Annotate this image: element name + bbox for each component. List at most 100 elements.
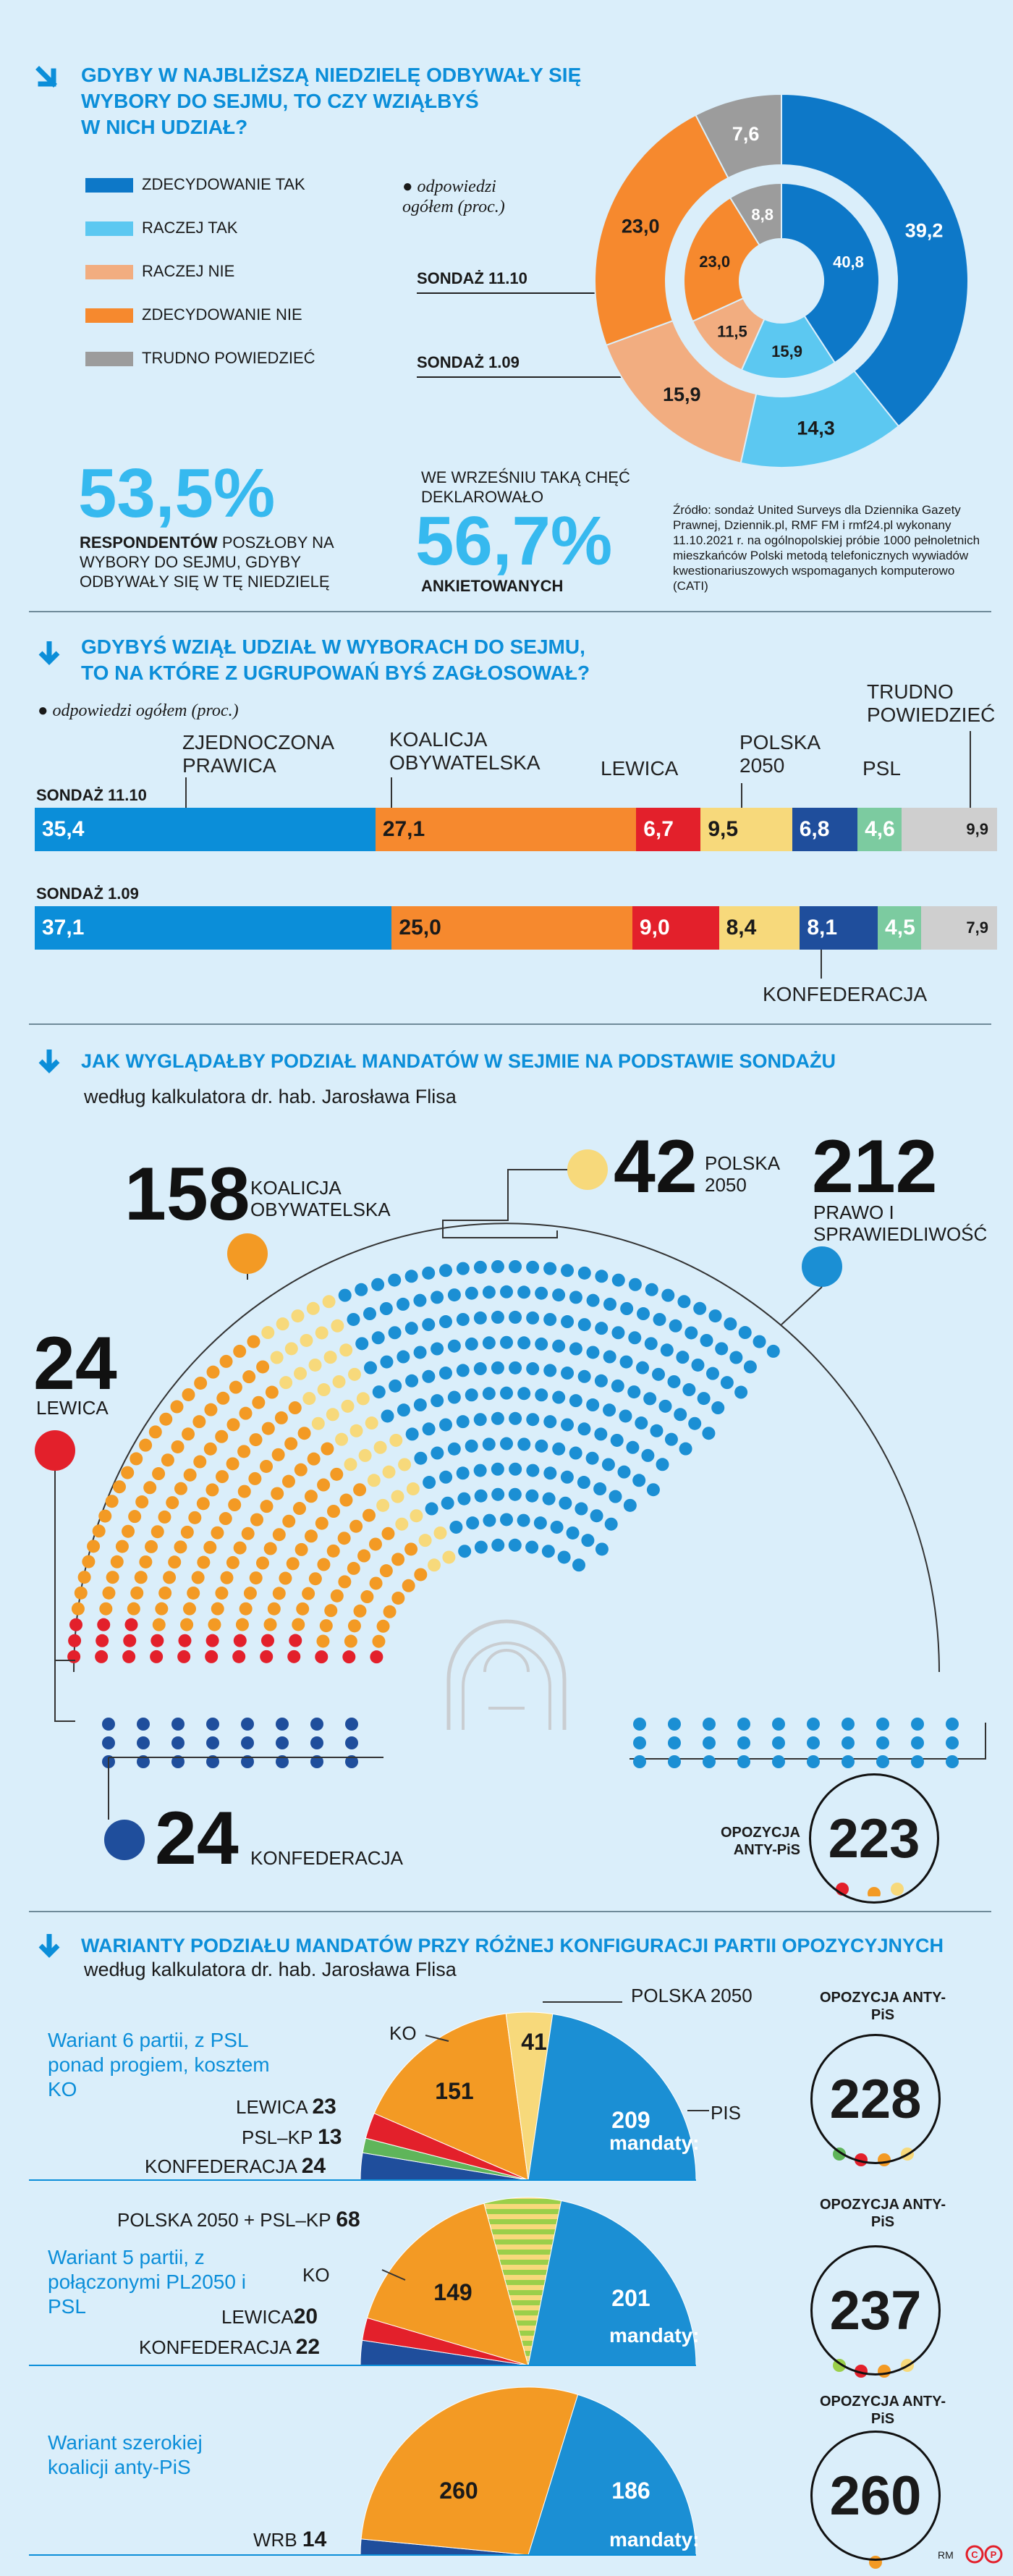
seat <box>171 1736 185 1749</box>
label-trudno: TRUDNO POWIEDZIEĆ <box>867 680 996 726</box>
seat <box>274 1411 288 1424</box>
seat <box>289 1634 302 1647</box>
seat <box>121 1466 135 1479</box>
seat <box>633 1736 646 1749</box>
seat <box>406 1482 420 1496</box>
seat <box>97 1618 111 1631</box>
seat <box>700 1333 713 1347</box>
seat <box>272 1587 286 1600</box>
variant-charts: mandaty:mandaty:mandaty:2091514120114918… <box>29 2001 914 2569</box>
legend-swatch <box>85 265 133 279</box>
seat <box>216 1470 229 1484</box>
seat <box>456 1466 470 1480</box>
seat <box>552 1288 566 1302</box>
seat <box>517 1437 531 1451</box>
seat <box>604 1517 618 1531</box>
seat <box>233 1634 247 1647</box>
variant-slice <box>527 2013 697 2181</box>
seat <box>360 1590 374 1604</box>
seat <box>491 1411 504 1425</box>
v2-lewica-seats: 20 <box>293 2305 318 2328</box>
seat <box>491 1259 504 1273</box>
seat <box>423 1476 436 1490</box>
seat <box>102 1586 116 1600</box>
seat <box>71 1602 85 1616</box>
seat <box>92 1524 106 1538</box>
v2-label-lewica: LEWICA <box>221 2306 294 2328</box>
seat <box>766 1344 780 1358</box>
seat <box>122 1524 135 1538</box>
seat <box>552 1442 566 1456</box>
seat <box>331 1319 344 1333</box>
seat <box>204 1403 218 1416</box>
seat <box>404 1270 418 1283</box>
bar2-label: SONDAŻ 1.09 <box>36 884 139 903</box>
variant-value-label: 41 <box>521 2029 547 2055</box>
seat <box>276 1755 289 1768</box>
seat <box>397 1350 410 1364</box>
stat-turnout-september: 56,7% <box>415 502 613 580</box>
donut-value-label: 39,2 <box>905 219 944 241</box>
seat <box>482 1285 496 1299</box>
arrow-down-icon <box>38 1050 60 1073</box>
seat <box>317 1558 331 1571</box>
seat <box>627 1385 641 1399</box>
seat <box>106 1571 119 1584</box>
seat <box>316 1634 330 1648</box>
legend-swatch <box>85 308 133 323</box>
seat <box>87 1540 101 1553</box>
label-lewica: LEWICA <box>601 757 679 780</box>
seat <box>807 1718 820 1731</box>
seat <box>292 1618 305 1631</box>
seat <box>422 1266 436 1280</box>
legend-label: TRUDNO POWIEDZIEĆ <box>142 349 315 367</box>
v2-opposition-label: OPOZYCJA ANTY-PiS <box>819 2197 946 2230</box>
mandaty-label: mandaty: <box>609 2132 699 2154</box>
seat <box>668 1755 681 1768</box>
seat <box>508 1487 522 1501</box>
seat <box>330 1467 344 1481</box>
seat <box>324 1604 338 1618</box>
seat <box>357 1549 371 1563</box>
seat <box>595 1270 609 1283</box>
seat <box>413 1346 427 1359</box>
seat <box>438 1367 452 1380</box>
donut-value-label: 8,8 <box>751 206 773 224</box>
seat <box>347 1619 361 1633</box>
seat <box>405 1427 419 1441</box>
arrow-down-right-icon <box>35 66 57 88</box>
seat <box>206 1365 220 1379</box>
seat <box>637 1307 650 1321</box>
seat <box>263 1618 277 1631</box>
seat <box>203 1540 217 1554</box>
seat <box>715 1342 729 1356</box>
seat <box>252 1395 266 1409</box>
seat <box>561 1315 575 1329</box>
seat <box>311 1416 325 1430</box>
variant-value-label: 209 <box>611 2107 650 2133</box>
seat <box>550 1520 564 1534</box>
seat <box>431 1446 444 1460</box>
mandaty-label: mandaty: <box>609 2528 699 2551</box>
seat <box>337 1532 351 1545</box>
seat <box>219 1354 233 1368</box>
seat <box>215 1430 229 1443</box>
seat <box>348 1367 362 1381</box>
seat <box>465 1337 478 1351</box>
seat <box>660 1343 674 1357</box>
seat <box>130 1586 144 1600</box>
seat <box>353 1604 367 1618</box>
seat <box>102 1718 115 1731</box>
seat <box>405 1374 419 1388</box>
seat <box>569 1291 582 1304</box>
bar-segment: 35,4 <box>35 808 376 851</box>
svg-text:P: P <box>991 2549 997 2560</box>
seat <box>414 1568 428 1582</box>
seat <box>577 1318 591 1332</box>
seat <box>418 1534 432 1547</box>
seat <box>319 1619 333 1633</box>
legend-label: RACZEJ NIE <box>142 262 235 280</box>
section1-title: GDYBY W NAJBLIŻSZĄ NIEDZIELĘ ODBYWAŁY SI… <box>81 64 582 138</box>
donut-value-label: 11,5 <box>717 322 747 340</box>
seat <box>911 1736 924 1749</box>
